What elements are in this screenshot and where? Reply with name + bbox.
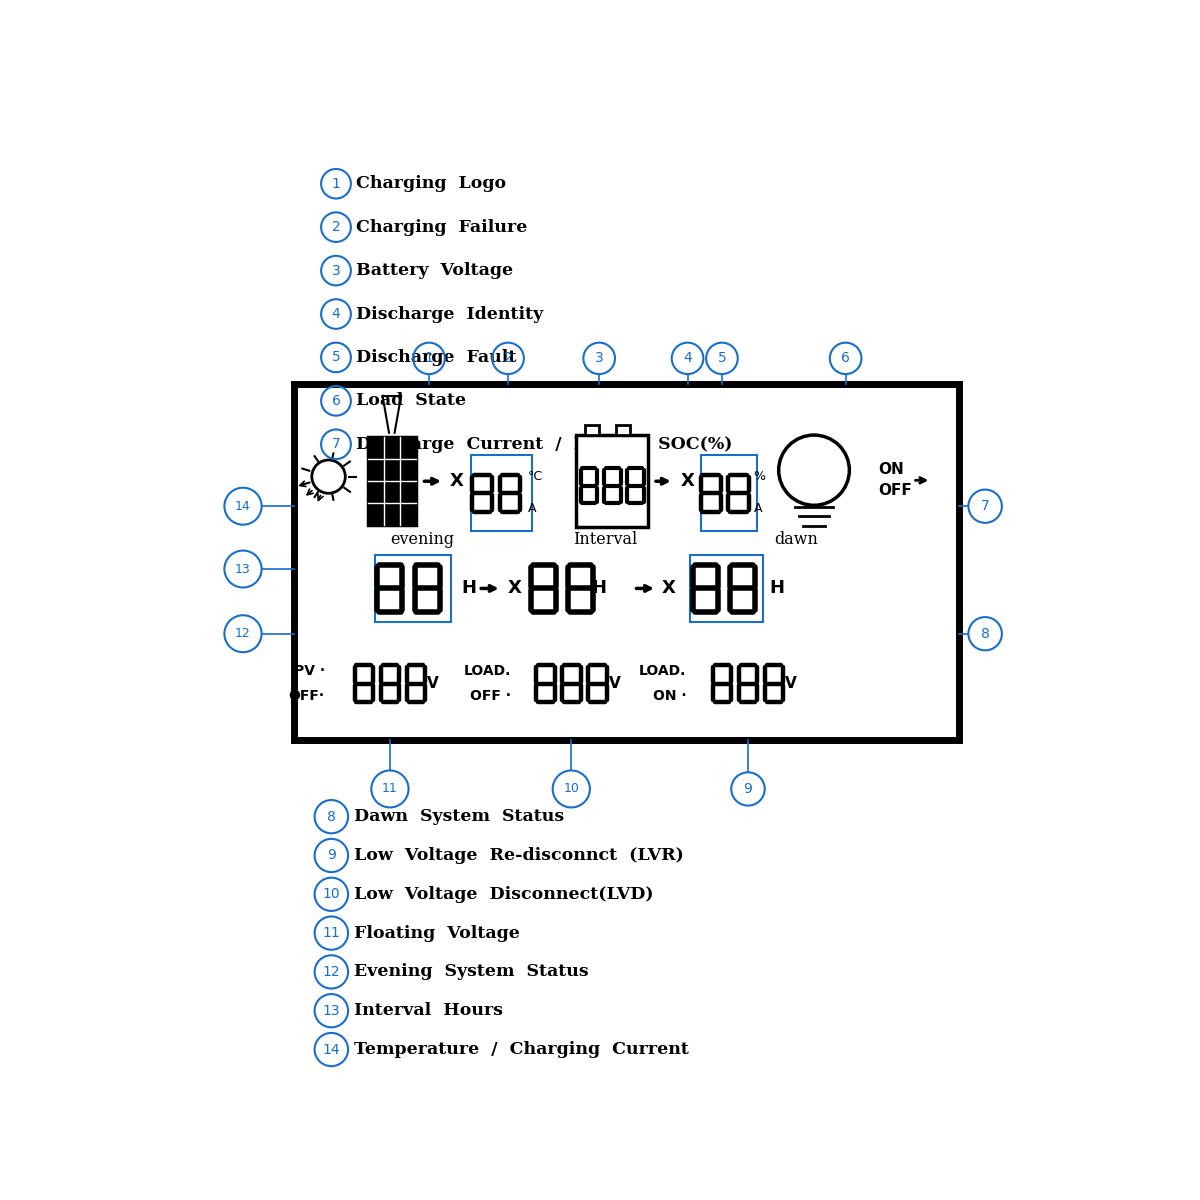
Text: PV ·: PV ·: [294, 664, 325, 678]
Text: A: A: [754, 502, 762, 515]
Text: Discharge  Current  /  Battery  SOC(%): Discharge Current / Battery SOC(%): [356, 436, 733, 452]
FancyBboxPatch shape: [576, 436, 648, 528]
Text: 5: 5: [718, 352, 726, 365]
Text: Charging  Failure: Charging Failure: [356, 218, 528, 235]
Text: 7: 7: [980, 499, 990, 514]
FancyBboxPatch shape: [470, 455, 533, 532]
Text: Floating  Voltage: Floating Voltage: [354, 924, 520, 942]
Text: 3: 3: [331, 264, 341, 277]
Text: 13: 13: [235, 563, 251, 576]
Text: ON: ON: [878, 462, 904, 476]
FancyBboxPatch shape: [702, 455, 757, 532]
Text: 9: 9: [326, 848, 336, 863]
Text: H: H: [769, 580, 785, 598]
Text: 3: 3: [595, 352, 604, 365]
Text: Evening  System  Status: Evening System Status: [354, 964, 588, 980]
Text: X: X: [450, 473, 464, 491]
Text: 9: 9: [744, 782, 752, 796]
Text: 14: 14: [323, 1043, 340, 1056]
Text: ON ·: ON ·: [653, 689, 686, 703]
Text: Interval: Interval: [574, 530, 638, 548]
Text: 8: 8: [980, 626, 990, 641]
Text: Low  Voltage  Re-disconnct  (LVR): Low Voltage Re-disconnct (LVR): [354, 847, 684, 864]
Text: 1: 1: [331, 176, 341, 191]
Text: A: A: [528, 502, 536, 515]
Text: 14: 14: [235, 499, 251, 512]
Text: 5: 5: [331, 350, 341, 365]
Text: evening: evening: [390, 530, 455, 548]
Text: H: H: [462, 580, 476, 598]
Text: 2: 2: [504, 352, 512, 365]
Text: Charging  Logo: Charging Logo: [356, 175, 506, 192]
FancyBboxPatch shape: [616, 425, 630, 436]
Text: 4: 4: [683, 352, 692, 365]
Text: 13: 13: [323, 1003, 340, 1018]
Text: Discharge  Identity: Discharge Identity: [356, 306, 544, 323]
Text: Discharge  Fault: Discharge Fault: [356, 349, 517, 366]
FancyBboxPatch shape: [690, 556, 763, 622]
Text: V: V: [427, 676, 439, 691]
Text: X: X: [508, 580, 522, 598]
Text: 1: 1: [425, 352, 433, 365]
Text: dawn: dawn: [774, 530, 818, 548]
Text: 12: 12: [323, 965, 340, 979]
Text: OFF ·: OFF ·: [470, 689, 511, 703]
Text: Load  State: Load State: [356, 392, 467, 409]
Text: 7: 7: [331, 437, 341, 451]
Text: 11: 11: [382, 782, 398, 796]
Text: 4: 4: [331, 307, 341, 322]
Text: 6: 6: [841, 352, 850, 365]
Text: 10: 10: [323, 887, 340, 901]
Text: X: X: [680, 473, 695, 491]
Text: 2: 2: [331, 220, 341, 234]
Circle shape: [779, 436, 850, 505]
Text: 11: 11: [323, 926, 341, 940]
Text: Low  Voltage  Disconnect(LVD): Low Voltage Disconnect(LVD): [354, 886, 653, 902]
Text: 12: 12: [235, 628, 251, 641]
Text: V: V: [785, 676, 797, 691]
FancyBboxPatch shape: [294, 384, 959, 740]
Text: 6: 6: [331, 394, 341, 408]
FancyBboxPatch shape: [367, 437, 416, 526]
Text: OFF: OFF: [878, 482, 912, 498]
Text: Dawn  System  Status: Dawn System Status: [354, 808, 564, 826]
Text: Interval  Hours: Interval Hours: [354, 1002, 503, 1019]
Text: X: X: [662, 580, 676, 598]
Text: 10: 10: [563, 782, 580, 796]
Text: H: H: [592, 580, 607, 598]
Text: V: V: [608, 676, 620, 691]
FancyBboxPatch shape: [376, 556, 451, 622]
Text: °C: °C: [528, 470, 542, 484]
Text: %: %: [754, 470, 766, 484]
Text: LOAD.: LOAD.: [463, 664, 511, 678]
Text: Battery  Voltage: Battery Voltage: [356, 262, 514, 280]
Text: LOAD.: LOAD.: [640, 664, 686, 678]
FancyBboxPatch shape: [584, 425, 599, 436]
Text: 8: 8: [326, 810, 336, 823]
Text: OFF·: OFF·: [289, 689, 325, 703]
Text: Temperature  /  Charging  Current: Temperature / Charging Current: [354, 1042, 689, 1058]
